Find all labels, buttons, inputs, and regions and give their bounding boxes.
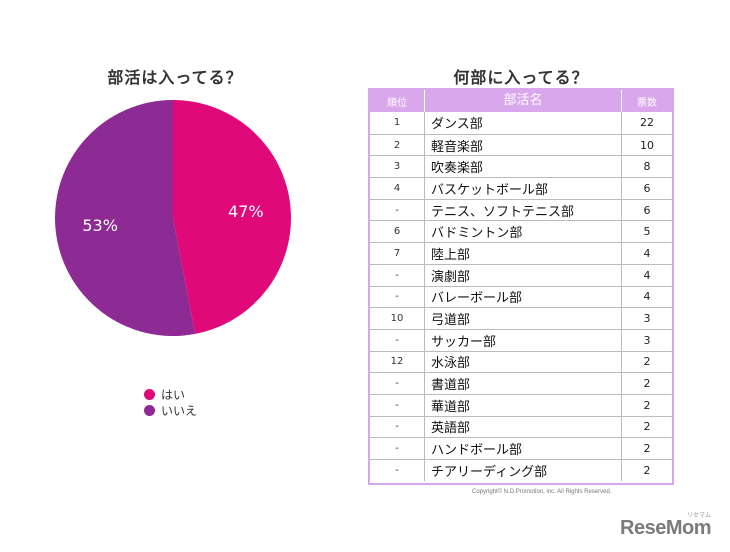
rank-cell: 7 — [393, 247, 401, 259]
header-votes: 票数 — [637, 97, 657, 109]
votes-cell: 10 — [640, 138, 654, 152]
rank-cell: 4 — [393, 182, 401, 194]
votes-cell: 2 — [643, 355, 651, 369]
club-name-cell: サッカー部 — [424, 329, 622, 351]
table-row: - テニス、ソフトテニス部 6 — [370, 198, 672, 221]
table-row: - 華道部 2 — [370, 393, 672, 416]
votes-cell: 2 — [643, 398, 651, 412]
rank-cell: - — [395, 421, 399, 433]
legend-swatch-yes — [144, 388, 155, 400]
table-header: 順位 部活名 票数 — [370, 90, 672, 112]
legend-item-no: いいえ — [144, 402, 197, 418]
logo-ruby: リセマム — [686, 513, 711, 519]
rank-cell: - — [395, 399, 399, 411]
rank-cell: - — [395, 464, 399, 476]
table-row: - 英語部 2 — [370, 415, 672, 438]
table-row: 4 バスケットボール部 6 — [370, 177, 672, 199]
table-row: 12 水泳部 2 — [370, 350, 672, 373]
table-row: - サッカー部 3 — [370, 328, 672, 351]
votes-cell: 2 — [643, 463, 651, 477]
club-name-cell: バレーボール部 — [424, 286, 622, 308]
logo-text: ReseMom — [620, 517, 711, 539]
club-name-cell: 陸上部 — [424, 243, 622, 264]
table-row: 1 ダンス部 22 — [370, 112, 672, 134]
resemom-logo: ReseMom リセマム — [620, 513, 711, 540]
header-rank: 順位 — [387, 97, 407, 109]
pie-chart-title: 部活は入ってる？ — [107, 68, 243, 87]
club-name-cell: 弓道部 — [424, 308, 622, 329]
club-name-cell: バスケットボール部 — [424, 178, 622, 199]
rank-cell: 12 — [390, 356, 404, 368]
club-name-cell: テニス、ソフトテニス部 — [424, 199, 622, 221]
votes-cell: 6 — [643, 181, 651, 195]
rank-cell: 6 — [393, 226, 401, 238]
table-row: - バレーボール部 4 — [370, 285, 672, 308]
table-row: 6 バドミントン部 5 — [370, 220, 672, 243]
votes-cell: 22 — [640, 116, 654, 130]
club-name-cell: 華道部 — [424, 394, 622, 416]
club-name-cell: 書道部 — [424, 373, 622, 394]
rank-cell: 2 — [393, 139, 401, 151]
pie-legend: はい いいえ — [144, 386, 197, 418]
votes-cell: 4 — [643, 290, 651, 304]
club-name-cell: 吹奏楽部 — [424, 156, 622, 178]
rank-cell: 3 — [393, 161, 401, 173]
rank-cell: 1 — [393, 117, 401, 129]
votes-cell: 4 — [643, 246, 651, 260]
club-name-cell: ダンス部 — [424, 112, 622, 134]
votes-cell: 3 — [643, 312, 651, 326]
club-name-cell: 軽音楽部 — [424, 134, 622, 156]
votes-cell: 2 — [643, 377, 651, 391]
table-row: - 演劇部 4 — [370, 263, 672, 286]
table-row: 2 軽音楽部 10 — [370, 133, 672, 156]
votes-cell: 3 — [643, 333, 651, 347]
rank-cell: 10 — [390, 313, 404, 325]
votes-cell: 6 — [643, 203, 651, 217]
votes-cell: 4 — [643, 268, 651, 282]
table-row: - ハンドボール部 2 — [370, 437, 672, 459]
votes-cell: 2 — [643, 442, 651, 456]
club-ranking-table: 順位 部活名 票数 1 ダンス部 22 2 軽音楽部 10 3 吹奏楽部 8 4 バスケットボール部… — [368, 88, 674, 485]
legend-item-yes: はい — [144, 386, 197, 402]
table-row: - 書道部 2 — [370, 372, 672, 394]
table-body: 1 ダンス部 22 2 軽音楽部 10 3 吹奏楽部 8 4 バスケットボール部 6- テニス、ソフトテ… — [370, 112, 672, 481]
pie-slice-no — [54, 100, 196, 336]
rank-cell: - — [395, 443, 399, 455]
header-club-name: 部活名 — [424, 90, 622, 112]
rank-cell: - — [395, 334, 399, 346]
votes-cell: 2 — [643, 420, 651, 434]
legend-label-yes: はい — [161, 387, 186, 402]
table-row: 3 吹奏楽部 8 — [370, 155, 672, 178]
club-name-cell: チアリーディング部 — [424, 460, 622, 481]
table-row: 10 弓道部 3 — [370, 307, 672, 329]
table-row: - チアリーディング部 2 — [370, 459, 672, 481]
copyright-notice: Copyright© N.D.Promotion, inc. All Right… — [472, 489, 612, 495]
rank-cell: - — [395, 291, 399, 303]
club-name-cell: 英語部 — [424, 416, 622, 438]
rank-cell: - — [395, 378, 399, 390]
club-name-cell: 演劇部 — [424, 264, 622, 286]
club-name-cell: 水泳部 — [424, 351, 622, 373]
legend-swatch-no — [144, 404, 155, 416]
pie-label-yes: 47% — [228, 202, 264, 221]
rank-cell: - — [395, 204, 399, 216]
club-name-cell: ハンドボール部 — [424, 438, 622, 459]
club-name-cell: バドミントン部 — [424, 221, 622, 243]
rank-cell: - — [395, 269, 399, 281]
votes-cell: 8 — [643, 160, 651, 174]
legend-label-no: いいえ — [161, 403, 198, 418]
pie-slice-yes — [173, 100, 291, 334]
pie-label-no: 53% — [82, 216, 118, 235]
votes-cell: 5 — [643, 225, 651, 239]
table-title: 何部に入ってる？ — [453, 68, 589, 87]
pie-chart: 47% 53% — [54, 100, 291, 336]
table-row: 7 陸上部 4 — [370, 242, 672, 264]
